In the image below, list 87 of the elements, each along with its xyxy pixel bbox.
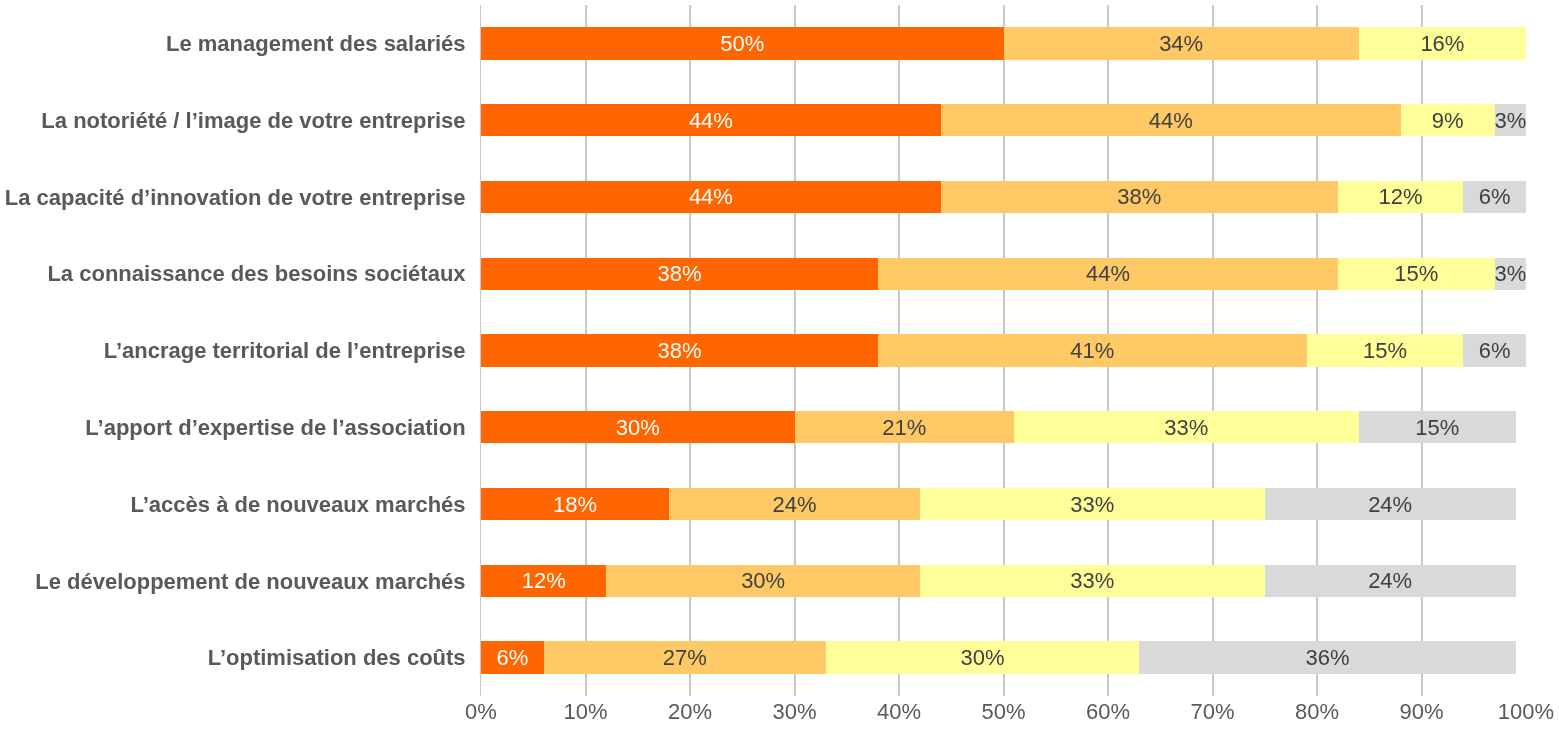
bar <box>1306 334 1464 367</box>
data-label: 33% <box>1164 414 1209 440</box>
x-tick-label: 40% <box>876 699 922 724</box>
bar <box>481 334 879 367</box>
bar <box>481 257 879 290</box>
data-label: 41% <box>1070 338 1115 363</box>
data-label: 30% <box>960 645 1005 671</box>
bar <box>481 487 670 521</box>
y-tick-label: L’accès à de nouveaux marchés <box>130 491 466 517</box>
bar <box>1337 180 1464 214</box>
bar <box>481 104 941 137</box>
bar <box>940 180 1338 214</box>
data-label: 50% <box>720 30 765 56</box>
y-tick-label: L’optimisation des coûts <box>207 645 466 671</box>
y-tick-label: L’ancrage territorial de l’entreprise <box>103 338 466 364</box>
x-tick-label: 60% <box>1085 699 1131 724</box>
data-label: 15% <box>1362 338 1407 363</box>
data-label: 12% <box>1378 184 1423 210</box>
x-tick-label: 70% <box>1190 699 1235 724</box>
bar <box>794 411 1014 444</box>
bar <box>1400 104 1495 137</box>
x-tick-label: 30% <box>772 699 817 724</box>
bar <box>481 564 607 597</box>
data-label: 3% <box>1494 261 1527 287</box>
data-label: 21% <box>882 414 927 440</box>
data-label: 16% <box>1420 30 1465 56</box>
bar <box>669 487 920 521</box>
data-label: 30% <box>615 414 660 440</box>
x-tick-label: 0% <box>465 699 497 724</box>
bar <box>940 104 1401 137</box>
data-label: 36% <box>1305 645 1350 671</box>
bar <box>1337 257 1495 290</box>
data-label: 38% <box>1117 184 1162 210</box>
bar <box>543 641 826 674</box>
bar <box>481 641 544 674</box>
data-label: 44% <box>1148 107 1193 133</box>
x-tick-label: 90% <box>1399 699 1444 724</box>
bar <box>1003 27 1359 60</box>
y-tick-label: La notoriété / l’image de votre entreprise <box>41 107 466 133</box>
data-label: 30% <box>741 568 786 594</box>
bar <box>1358 411 1516 444</box>
bar <box>481 27 1004 60</box>
data-label: 6% <box>1478 338 1511 363</box>
bar <box>1139 641 1516 674</box>
data-label: 3% <box>1494 107 1527 133</box>
x-tick-label: 20% <box>667 699 713 724</box>
x-tick-label: 50% <box>981 699 1026 724</box>
bar <box>919 564 1265 597</box>
data-label: 24% <box>772 491 817 517</box>
y-tick-label: La capacité d’innovation de votre entreprise <box>4 184 466 210</box>
bar <box>1358 27 1526 60</box>
x-tick-label: 100% <box>1497 699 1555 724</box>
bar <box>606 564 920 597</box>
bar <box>878 334 1307 367</box>
data-label: 38% <box>657 261 702 287</box>
bar <box>1013 411 1359 444</box>
data-label: 44% <box>688 107 733 133</box>
data-label: 18% <box>553 491 598 517</box>
bar <box>1264 487 1516 521</box>
data-label: 34% <box>1159 30 1204 56</box>
data-label: 24% <box>1368 491 1413 517</box>
data-label: 15% <box>1415 414 1460 440</box>
data-label: 24% <box>1368 568 1413 594</box>
x-tick-label: 80% <box>1294 699 1340 724</box>
y-tick-label: La connaissance des besoins sociétaux <box>47 261 467 287</box>
data-label: 33% <box>1070 568 1115 594</box>
y-tick-label: Le management des salariés <box>166 31 466 57</box>
x-tick-label: 10% <box>563 699 608 724</box>
data-label: 9% <box>1431 107 1464 133</box>
y-tick-label: Le développement de nouveaux marchés <box>35 568 466 594</box>
data-label: 15% <box>1394 261 1439 287</box>
bar <box>481 180 941 214</box>
data-label: 6% <box>1478 184 1511 210</box>
data-label: 12% <box>521 568 566 594</box>
bar <box>1264 564 1516 597</box>
data-label: 44% <box>1085 261 1131 287</box>
data-label: 27% <box>662 645 707 671</box>
y-tick-label: L’apport d’expertise de l’association <box>85 414 466 440</box>
data-label: 33% <box>1070 491 1115 517</box>
bar <box>481 411 795 444</box>
bar <box>1463 334 1526 367</box>
data-label: 38% <box>657 338 702 363</box>
data-label: 44% <box>688 184 733 210</box>
bar <box>919 487 1265 521</box>
bar <box>825 641 1140 674</box>
bar <box>878 257 1338 290</box>
data-label: 6% <box>496 645 529 671</box>
